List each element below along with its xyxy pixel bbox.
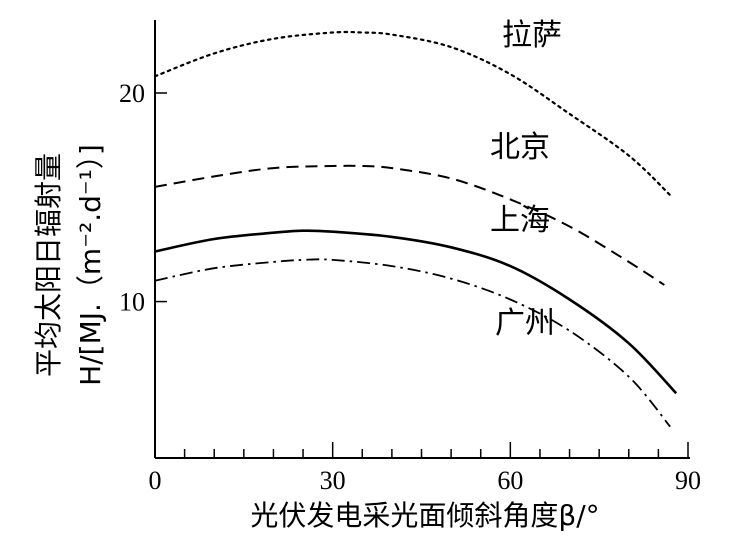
y-axis-title-line1: 平均太阳日辐射量 — [32, 153, 65, 377]
series-label-lhasa: 拉萨 — [502, 18, 562, 53]
x-tick-label: 0 — [149, 466, 162, 495]
y-tick-label: 10 — [119, 288, 145, 317]
series-line-guangzhou — [154, 258, 671, 428]
series-label-beijing: 北京 — [490, 130, 550, 165]
series-line-beijing — [154, 164, 665, 286]
series-line-lhasa — [153, 30, 672, 197]
x-axis-title: 光伏发电采光面倾斜角度β/° — [250, 499, 599, 532]
tick-labels: 0 30 60 90 10 20 — [119, 79, 701, 495]
y-tick-label: 20 — [119, 79, 145, 108]
x-tick-label: 30 — [320, 466, 346, 495]
series-label-guangzhou: 广州 — [495, 306, 555, 341]
x-tick-label: 60 — [497, 466, 523, 495]
series-line-shanghai — [154, 229, 678, 395]
series-lines — [153, 30, 678, 428]
series-label-shanghai: 上海 — [490, 203, 550, 238]
tick-marks — [155, 92, 689, 458]
axes — [154, 20, 690, 459]
y-axis-title-line2: H/[MJ.（m⁻².d⁻¹）] — [74, 144, 107, 386]
x-tick-label: 90 — [675, 466, 701, 495]
